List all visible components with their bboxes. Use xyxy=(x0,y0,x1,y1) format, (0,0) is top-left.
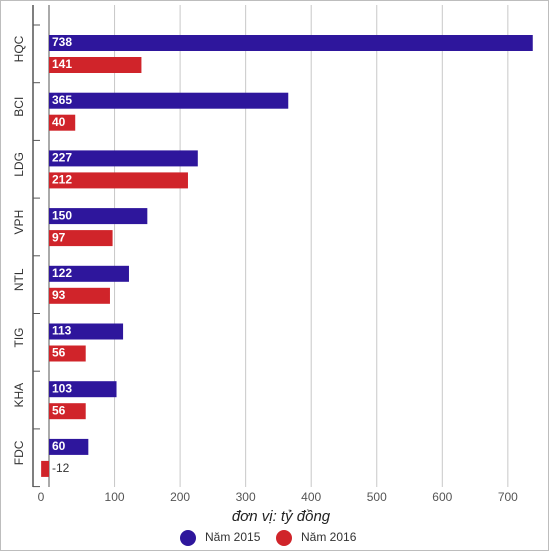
data-label: 56 xyxy=(52,403,66,417)
grid-lines xyxy=(114,5,509,487)
category-label: FDC xyxy=(12,440,26,465)
bars xyxy=(41,35,533,477)
x-tick-label: 700 xyxy=(498,490,518,504)
bar xyxy=(49,92,289,109)
bar xyxy=(49,57,142,73)
x-tick-label: 300 xyxy=(236,490,256,504)
axes xyxy=(32,5,50,488)
data-label: 212 xyxy=(52,173,72,187)
data-label: 150 xyxy=(52,208,72,222)
data-label: 93 xyxy=(52,288,66,302)
bar xyxy=(49,381,117,398)
category-label: KHA xyxy=(12,383,26,408)
category-label: VPH xyxy=(12,210,26,235)
x-tick-label: 600 xyxy=(432,490,452,504)
bar xyxy=(49,35,533,51)
x-axis-unit-label: đơn vị: tỷ đồng xyxy=(232,508,331,525)
bar xyxy=(41,460,49,477)
bar xyxy=(49,345,86,362)
data-label: -12 xyxy=(52,461,70,475)
bar xyxy=(49,230,113,247)
bar xyxy=(49,172,188,189)
legend-marker xyxy=(180,530,196,546)
data-label: 365 xyxy=(52,93,72,107)
data-label: 141 xyxy=(52,57,72,71)
legend-marker xyxy=(276,530,292,546)
category-label: NTL xyxy=(12,268,26,291)
legend: Năm 2015 Năm 2016 xyxy=(180,530,357,546)
legend-label: Năm 2015 xyxy=(205,530,261,544)
data-label: 122 xyxy=(52,266,72,280)
category-label: BCI xyxy=(12,97,26,117)
data-label: 56 xyxy=(52,346,66,360)
data-label: 97 xyxy=(52,230,66,244)
data-label: 738 xyxy=(52,35,72,49)
data-label: 40 xyxy=(52,115,66,129)
bar xyxy=(49,265,129,282)
category-label: TIG xyxy=(12,328,26,348)
bar xyxy=(49,208,148,225)
x-tick-label: 500 xyxy=(367,490,387,504)
bar xyxy=(49,403,86,420)
data-label: 60 xyxy=(52,439,66,453)
bar xyxy=(49,323,124,340)
labels: 0 100 200 300 400 500 600 700 HQC 738 141 BCI 365 40 L… xyxy=(12,35,518,504)
x-tick-label: 100 xyxy=(105,490,125,504)
bar xyxy=(49,287,110,304)
category-label: HQC xyxy=(12,35,26,62)
bar xyxy=(49,150,198,167)
x-tick-label: 0 xyxy=(38,490,45,504)
data-label: 227 xyxy=(52,151,72,165)
data-label: 113 xyxy=(52,324,72,338)
data-label: 103 xyxy=(52,381,72,395)
legend-label: Năm 2016 xyxy=(301,530,357,544)
bar xyxy=(49,438,89,455)
x-tick-label: 400 xyxy=(301,490,321,504)
x-tick-label: 200 xyxy=(170,490,190,504)
category-label: LDG xyxy=(12,152,26,177)
bar xyxy=(49,114,76,131)
